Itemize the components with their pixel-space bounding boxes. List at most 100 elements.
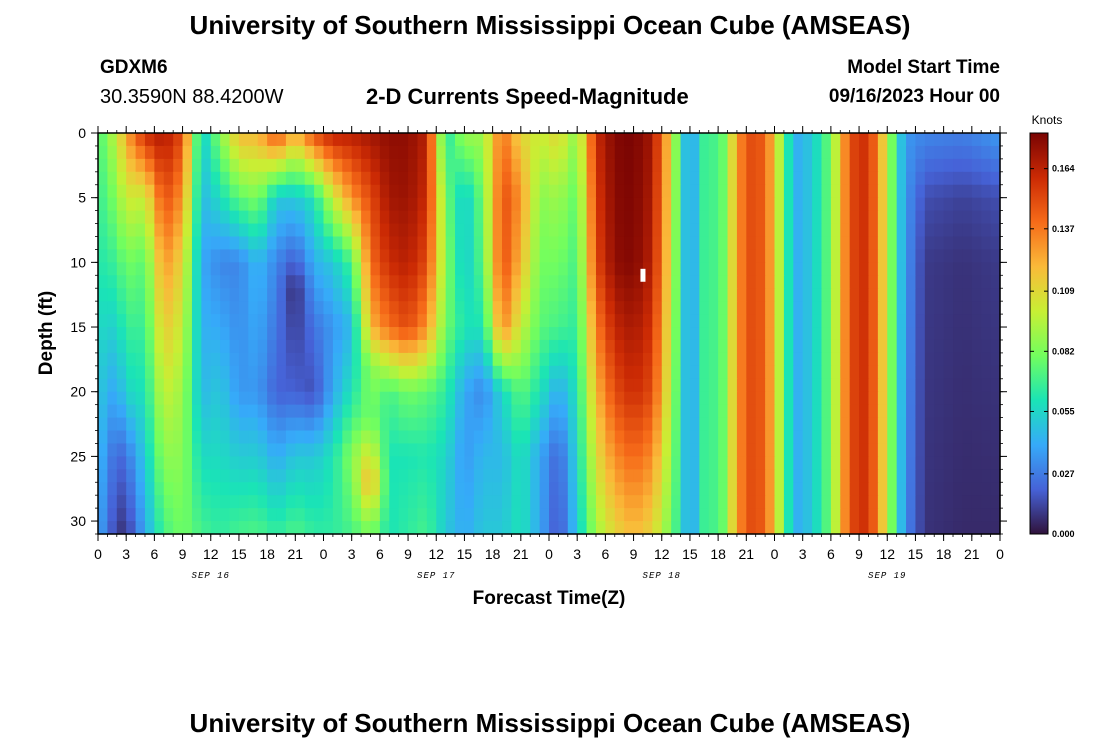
heatmap-cell [304,365,315,380]
heatmap-cell [774,262,785,276]
heatmap-cell [793,301,804,315]
x-tick-label: 6 [150,546,158,562]
heatmap-cell [915,262,926,276]
heatmap-cell [595,339,606,354]
heatmap-cell [295,430,306,445]
heatmap-cell [868,378,879,393]
heatmap-cell [708,249,719,263]
heatmap-cell [398,404,409,419]
heatmap-cell [765,508,776,522]
heatmap-cell [201,391,212,406]
heatmap-cell [520,391,531,406]
heatmap-cell [595,210,606,225]
heatmap-cell [812,158,823,173]
heatmap-cell [849,223,860,238]
heatmap-cell [943,391,954,406]
heatmap-cell [191,184,202,199]
heatmap-cell [652,210,663,225]
heatmap-cell [924,430,935,445]
heatmap-cell [689,378,700,393]
heatmap-cell [379,275,390,289]
heatmap-cell [549,365,559,380]
heatmap-cell [718,378,729,393]
heatmap-cell [304,145,315,160]
heatmap-cell [981,521,992,535]
heatmap-cell [859,391,870,406]
heatmap-cell [370,301,381,315]
heatmap-cell [887,417,898,432]
heatmap-cell [191,521,202,535]
heatmap-cell [539,133,550,147]
heatmap-cell [840,482,851,496]
heatmap-cell [605,469,616,483]
heatmap-cell [915,223,926,238]
heatmap-cell [520,495,531,509]
heatmap-cell [126,417,137,432]
heatmap-cell [229,275,240,289]
heatmap-cell [455,482,466,496]
heatmap-cell [144,171,155,186]
heatmap-cell [962,288,973,302]
heatmap-cell [267,378,278,393]
heatmap-cell [295,145,306,160]
heatmap-cell [755,223,766,238]
heatmap-cell [285,133,296,147]
heatmap-cell [285,443,296,457]
heatmap-cell [971,197,982,212]
heatmap-cell [530,301,541,315]
heatmap-cell [830,404,841,419]
heatmap-cell [163,171,174,186]
heatmap-cell [877,521,888,535]
heatmap-cell [323,404,334,419]
heatmap-cell [661,133,672,147]
heatmap-cell [182,145,193,160]
heatmap-cell [924,133,935,147]
heatmap-cell [802,133,813,147]
heatmap-cell [990,404,1001,419]
heatmap-cell [605,365,616,380]
heatmap-cell [229,508,240,522]
x-tick-label: 9 [404,546,412,562]
heatmap-cell [210,404,221,419]
heatmap-cell [755,171,766,186]
heatmap-cell [285,145,296,160]
heatmap-cell [473,275,484,289]
heatmap-cell [473,339,484,354]
heatmap-cell [934,391,945,406]
heatmap-cell [990,417,1001,432]
heatmap-cell [558,482,569,496]
heatmap-cell [398,430,409,445]
heatmap-cell [577,301,588,315]
x-tick-label: 15 [682,546,698,562]
heatmap-cell [586,171,597,186]
heatmap-cell [549,210,559,225]
heatmap-cell [257,352,268,367]
heatmap-cell [436,327,447,341]
heatmap-cell [671,145,682,160]
heatmap-cell [107,404,118,419]
heatmap-cell [464,365,475,380]
heatmap-cell [173,443,184,457]
heatmap-cell [802,456,813,470]
heatmap-cell [652,249,663,263]
heatmap-cell [473,158,484,173]
heatmap-cell [398,171,409,186]
heatmap-cell [708,456,719,470]
heatmap-cell [511,482,522,496]
heatmap-cell [116,158,127,173]
heatmap-cell [229,236,240,251]
heatmap-cell [257,314,268,328]
heatmap-cell [680,223,691,238]
heatmap-cell [746,145,757,160]
heatmap-cell [520,482,531,496]
heatmap-cell [906,352,917,367]
heatmap-cell [464,352,475,367]
heatmap-cell [962,171,973,186]
heatmap-cell [455,288,466,302]
heatmap-cell [661,495,672,509]
heatmap-cell [191,352,202,367]
heatmap-cell [492,521,503,535]
heatmap-cell [201,223,212,238]
heatmap-cell [98,223,108,238]
